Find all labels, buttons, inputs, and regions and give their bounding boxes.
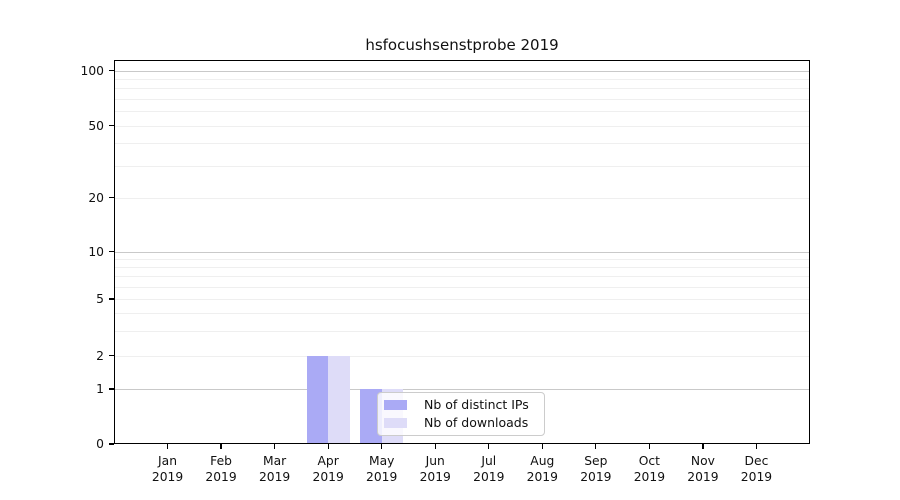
x-tick-label: Jul 2019 [473, 454, 505, 484]
minor-gridline [114, 299, 810, 300]
x-tick-label: Apr 2019 [312, 454, 344, 484]
minor-gridline [114, 275, 810, 277]
x-tick [702, 444, 704, 449]
bar-distinct-ips [306, 355, 329, 444]
x-tick [488, 444, 490, 449]
y-tick-label: 50 [88, 118, 104, 133]
legend-label-distinct-ips: Nb of distinct IPs [424, 397, 529, 412]
legend-item-downloads: Nb of downloads [384, 416, 536, 430]
x-tick [648, 444, 650, 449]
legend-swatch-downloads [384, 418, 407, 428]
legend: Nb of distinct IPs Nb of downloads [377, 392, 545, 436]
minor-gridline [114, 355, 810, 357]
y-tick [109, 250, 114, 253]
x-tick-label: Jun 2019 [419, 454, 451, 484]
x-tick-label: Feb 2019 [205, 454, 237, 484]
x-tick [755, 444, 758, 449]
x-tick [166, 444, 169, 449]
x-tick [327, 444, 329, 449]
y-tick-label: 5 [96, 292, 104, 306]
minor-gridline [114, 88, 810, 90]
minor-gridline [114, 258, 810, 260]
x-tick-label: Oct 2019 [633, 454, 666, 484]
y-tick [109, 125, 114, 127]
y-tick [109, 388, 114, 390]
x-tick-label: Sep 2019 [580, 454, 612, 484]
minor-gridline [114, 330, 810, 332]
minor-gridline [114, 78, 810, 80]
minor-gridline [114, 98, 810, 100]
legend-swatch-distinct-ips [384, 400, 407, 410]
x-tick [274, 444, 276, 449]
minor-gridline [114, 125, 810, 127]
x-tick-label: Nov 2019 [687, 454, 719, 484]
major-gridline [114, 70, 810, 72]
y-tick [109, 69, 114, 72]
y-tick [109, 196, 114, 199]
y-tick-label: 20 [88, 190, 104, 205]
minor-gridline [114, 197, 810, 199]
x-tick [381, 444, 383, 449]
x-tick-label: Jan 2019 [151, 454, 184, 484]
y-tick-label: 100 [80, 63, 104, 78]
y-tick-label: 0 [96, 437, 104, 451]
x-tick [434, 444, 436, 449]
x-tick [595, 444, 597, 449]
bar-distinct-ips [360, 389, 382, 444]
legend-label-downloads: Nb of downloads [424, 415, 529, 430]
y-tick-label: 1 [96, 382, 104, 396]
minor-gridline [114, 266, 810, 268]
y-tick [109, 443, 114, 445]
x-tick-label: Mar 2019 [258, 454, 291, 484]
bar-downloads [328, 355, 350, 444]
minor-gridline [114, 165, 810, 167]
x-tick-label: May 2019 [366, 454, 398, 484]
chart-title: hsfocushsenstprobe 2019 [365, 36, 559, 54]
x-tick [541, 444, 543, 449]
x-tick-label: Aug 2019 [526, 454, 558, 484]
major-gridline [114, 251, 810, 253]
y-tick-label: 2 [96, 348, 104, 363]
x-tick-label: Dec 2019 [740, 454, 773, 484]
minor-gridline [114, 312, 810, 314]
x-tick [220, 444, 222, 449]
major-gridline [114, 389, 810, 390]
y-tick [109, 355, 114, 357]
minor-gridline [114, 286, 810, 288]
minor-gridline [114, 143, 810, 145]
y-tick-label: 10 [88, 244, 104, 259]
minor-gridline [114, 111, 810, 113]
y-tick [109, 298, 114, 300]
legend-item-distinct-ips: Nb of distinct IPs [384, 398, 536, 412]
